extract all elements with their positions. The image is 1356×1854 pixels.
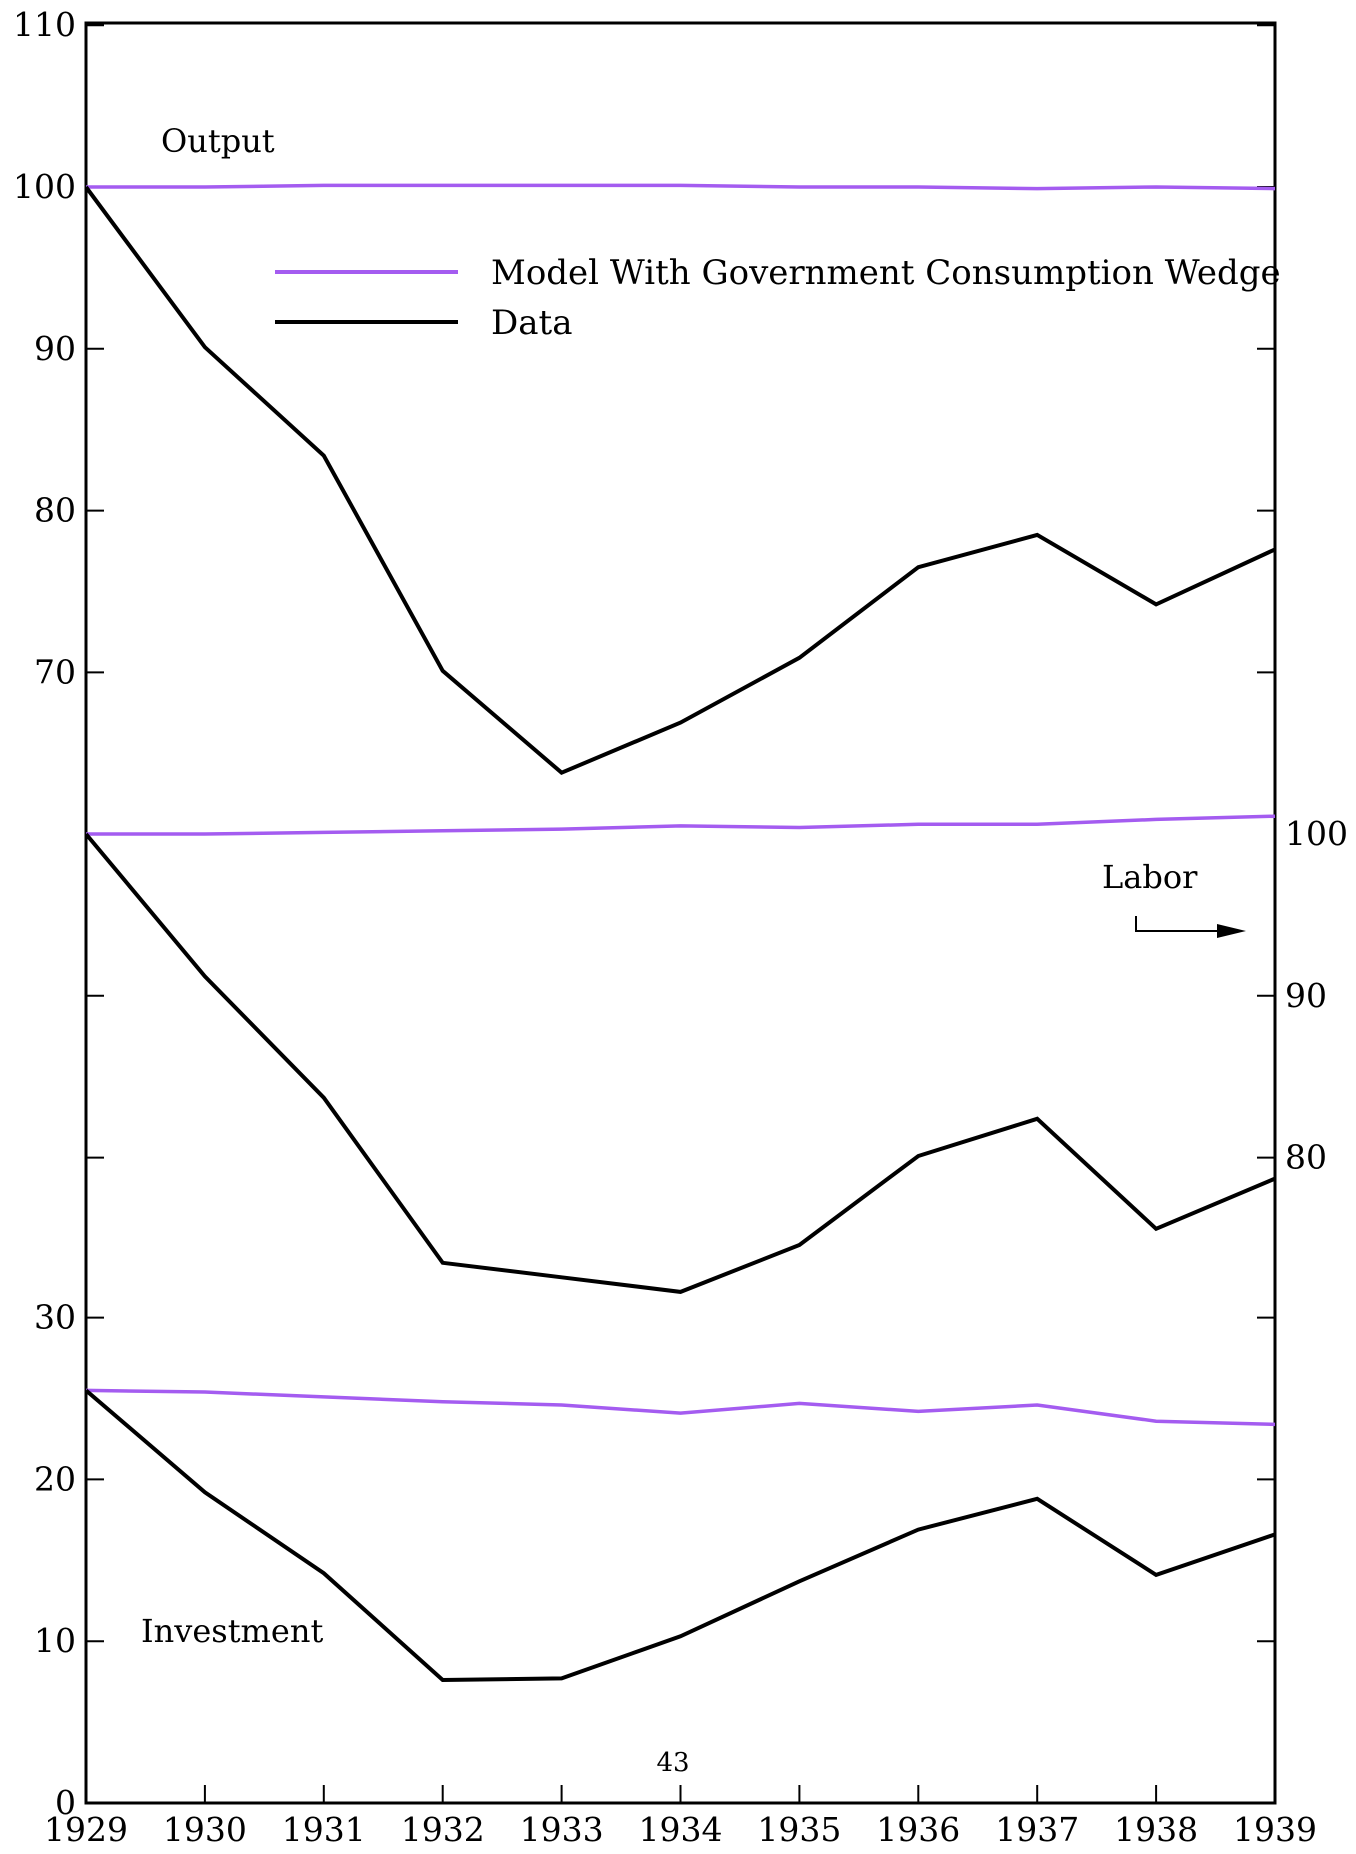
panel-label-labor: Labor (1102, 858, 1198, 896)
x-tick-label: 1933 (520, 1810, 604, 1849)
legend: Model With Government Consumption Wedge … (275, 253, 1281, 343)
data-series-line-investment (84, 1388, 1276, 1683)
x-tick-label: 1932 (401, 1810, 485, 1849)
y-tick-label: 0 (55, 1783, 76, 1822)
y-tick-label: 70 (34, 652, 76, 691)
labor-arrow-head-icon (1217, 924, 1246, 938)
data-series-line-labor (84, 832, 1276, 1294)
x-tick-label: 1931 (282, 1810, 366, 1849)
model-series-line-investment (85, 1388, 1276, 1427)
labor-arrow-icon (1135, 916, 1218, 932)
y-tick-label-right: 100 (1285, 814, 1348, 853)
left-axis-ticks: 70 80 90 100 110 0 10 20 30 (13, 5, 104, 1822)
x-tick-label: 1938 (1114, 1810, 1198, 1849)
model-series-line-output (86, 183, 1276, 191)
panel-label-output: Output (161, 122, 275, 160)
x-axis-ticks: 1929 1930 1931 1932 1933 1934 1935 1936 1937 1938… (44, 1785, 1317, 1849)
y-tick-label-right: 90 (1285, 976, 1327, 1015)
y-tick-label: 110 (13, 5, 76, 44)
y-tick-label-right: 80 (1285, 1138, 1327, 1177)
y-tick-label: 10 (34, 1621, 76, 1660)
series-layer (84, 183, 1276, 1683)
legend-data-label: Data (491, 303, 572, 343)
x-tick-label: 1929 (44, 1810, 128, 1849)
panel-label-investment: Investment (141, 1612, 323, 1650)
x-tick-label: 1937 (995, 1810, 1079, 1849)
y-tick-label: 20 (34, 1459, 76, 1498)
x-tick-label: 1930 (163, 1810, 247, 1849)
model-series-line-labor (86, 814, 1276, 836)
y-tick-label: 30 (34, 1298, 76, 1337)
x-tick-label: 1936 (876, 1810, 960, 1849)
x-tick-label: 1939 (1233, 1810, 1317, 1849)
x-tick-label: 1935 (757, 1810, 841, 1849)
y-tick-label: 90 (34, 329, 76, 368)
right-axis-ticks: 80 90 100 (1257, 24, 1348, 1804)
legend-model-label: Model With Government Consumption Wedge (491, 253, 1281, 293)
x-tick-label: 1934 (639, 1810, 723, 1849)
page-number: 43 (656, 1748, 689, 1778)
y-tick-label: 80 (34, 491, 76, 530)
y-tick-label: 100 (13, 167, 76, 206)
data-series-line-output (84, 185, 1276, 776)
